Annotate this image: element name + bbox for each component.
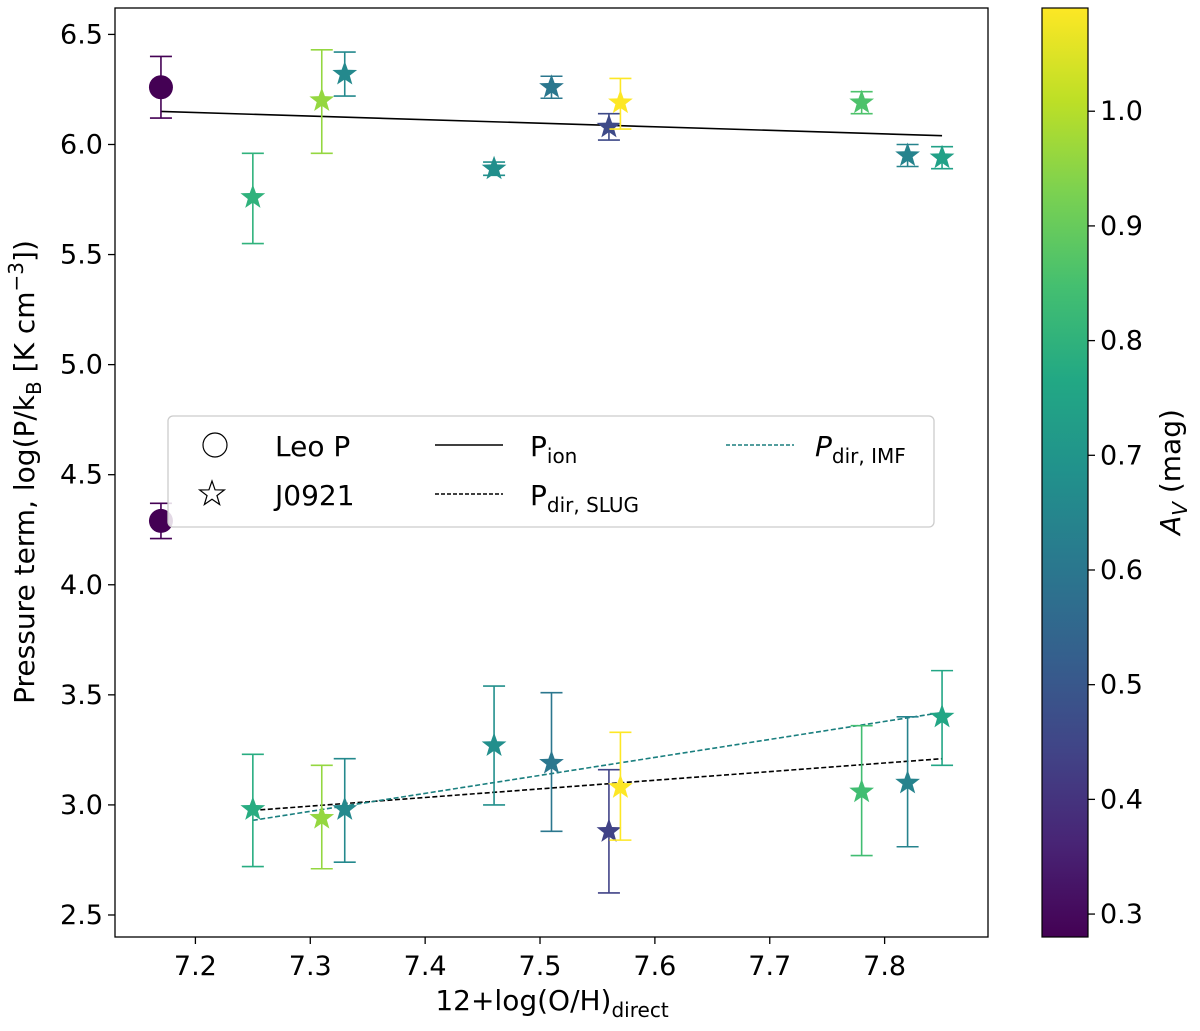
data-points	[148, 49, 955, 894]
data-point-star	[240, 796, 266, 820]
colorbar-tick-label: 0.4	[1100, 784, 1143, 815]
legend-star-icon	[197, 479, 227, 506]
legend-label-leo-p: Leo P	[275, 430, 350, 463]
fit-lines	[160, 110, 943, 822]
x-axis-label: 12+log(O/H)direct	[435, 984, 668, 1022]
y-tick-label: 3.5	[60, 680, 103, 711]
data-point-star	[929, 703, 955, 728]
data-point-star	[849, 778, 875, 803]
data-point-star	[929, 144, 955, 169]
data-point-star	[608, 89, 633, 114]
colorbar-tick-label: 0.9	[1100, 211, 1143, 242]
colorbar-tick-label: 0.3	[1100, 899, 1143, 930]
data-point-star	[539, 74, 564, 98]
legend-label-p-dir-slug: Pdir, SLUG	[530, 479, 639, 517]
x-axis-ticks: 7.2 7.3 7.4 7.5 7.6 7.7 7.8	[174, 937, 906, 982]
data-point-star	[481, 732, 507, 756]
colorbar-ticks: 0.3 0.4 0.5 0.6 0.7 0.8 0.9 1.0	[1088, 96, 1143, 930]
legend-label-j0921: J0921	[273, 479, 355, 512]
legend-label-p-dir-imf: Pdir, IMF	[815, 430, 906, 468]
fit-line-p-ion	[160, 110, 943, 137]
fit-line-p-dir-imf	[252, 711, 943, 822]
data-point-star	[608, 774, 633, 798]
legend-label-p-ion: Pion	[530, 430, 577, 468]
plot-frame	[114, 7, 989, 938]
data-point-star	[596, 113, 622, 138]
y-tick-label: 4.0	[60, 570, 103, 601]
data-point-star	[332, 61, 358, 85]
colorbar-label: AV (mag)	[1154, 409, 1192, 537]
y-tick-label: 6.0	[60, 129, 103, 160]
y-tick-label: 5.5	[60, 240, 103, 271]
legend: Leo P J0921 Pion Pdir, SLUG Pdir, IMF	[167, 415, 935, 528]
data-point-star	[895, 769, 920, 794]
colorbar-tick-label: 0.5	[1100, 670, 1143, 701]
x-tick-label: 7.6	[633, 951, 676, 982]
y-axis-label: Pressure term, log(P/kB [K cm−3])	[4, 240, 46, 704]
data-point-star	[309, 87, 335, 111]
y-axis-ticks: 2.5 3.0 3.5 4.0 4.5 5.0 5.5 6.0 6.5	[60, 19, 115, 931]
x-tick-label: 7.2	[174, 951, 217, 982]
colorbar-tick-label: 0.8	[1100, 326, 1143, 357]
data-point-star	[539, 750, 564, 774]
data-point-star	[309, 805, 335, 829]
colorbar-tick-label: 0.7	[1100, 440, 1143, 471]
x-tick-label: 7.4	[404, 951, 447, 982]
y-tick-label: 2.5	[60, 900, 103, 931]
legend-circle-icon	[202, 432, 228, 458]
y-tick-label: 4.5	[60, 460, 103, 491]
colorbar-tick-label: 0.6	[1100, 555, 1143, 586]
legend-box	[167, 415, 935, 528]
data-point-star	[596, 818, 622, 842]
colorbar-gradient	[1041, 7, 1089, 938]
y-tick-label: 5.0	[60, 350, 103, 381]
x-tick-label: 7.8	[863, 951, 906, 982]
data-point-star	[849, 89, 875, 114]
data-point-circle	[148, 508, 173, 533]
data-point-star	[332, 796, 358, 820]
data-point-star	[240, 184, 266, 208]
data-point-star	[481, 155, 507, 180]
x-tick-label: 7.3	[289, 951, 332, 982]
data-point-star	[895, 142, 920, 167]
x-tick-label: 7.5	[519, 951, 562, 982]
y-tick-label: 3.0	[60, 790, 103, 821]
x-tick-label: 7.7	[748, 951, 791, 982]
data-point-circle	[148, 75, 173, 100]
colorbar: 0.3 0.4 0.5 0.6 0.7 0.8 0.9 1.0 AV (mag)	[1041, 7, 1192, 938]
y-tick-label: 6.5	[60, 19, 103, 50]
colorbar-tick-label: 1.0	[1100, 96, 1143, 127]
